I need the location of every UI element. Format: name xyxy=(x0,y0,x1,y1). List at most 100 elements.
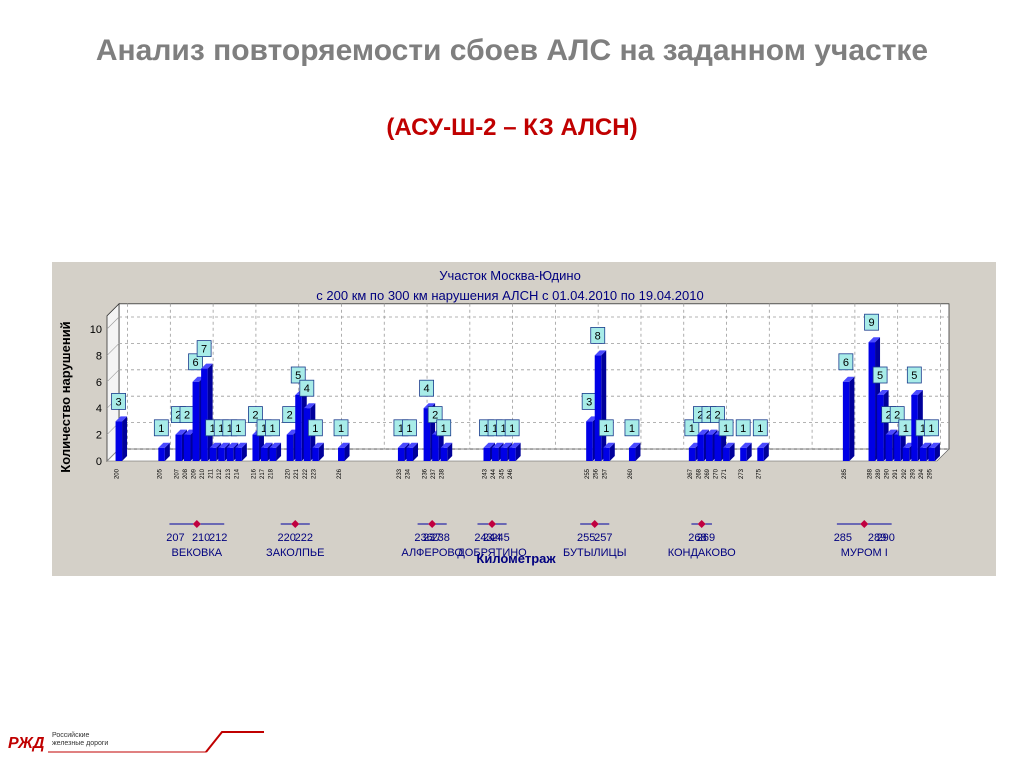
station-name: ВЕКОВКА xyxy=(172,547,223,559)
bar-side xyxy=(164,442,170,461)
bar xyxy=(894,434,901,461)
data-label-box xyxy=(153,419,169,437)
bar xyxy=(877,395,884,461)
station-marker xyxy=(697,520,706,528)
x-tick-label: 209 xyxy=(192,468,198,479)
data-label: 2 xyxy=(252,410,258,422)
bar xyxy=(911,395,918,461)
station-km-label: 236 xyxy=(414,532,432,544)
data-label: 1 xyxy=(218,423,224,435)
data-label: 2 xyxy=(432,410,438,422)
data-label-box xyxy=(290,366,306,384)
bar-top xyxy=(158,442,170,448)
bar-side xyxy=(412,442,418,461)
x-tick-label: 220 xyxy=(286,468,292,479)
data-label: 1 xyxy=(492,423,498,435)
bar xyxy=(705,434,713,461)
station-marker xyxy=(428,520,437,528)
data-label-box xyxy=(864,313,879,331)
data-label: 6 xyxy=(843,357,849,369)
bar-top xyxy=(201,363,213,369)
x-tick-label: 244 xyxy=(491,468,497,479)
bar-side xyxy=(934,442,940,461)
chart-title: Участок Москва-Юдино xyxy=(439,268,581,283)
x-tick-label: 267 xyxy=(688,468,694,479)
data-label: 1 xyxy=(740,423,746,435)
data-label-box xyxy=(333,419,349,437)
data-label-box xyxy=(427,406,443,424)
bar-top xyxy=(483,442,495,448)
x-tick-label: 236 xyxy=(423,468,429,479)
x-tick-label: 234 xyxy=(405,468,411,479)
bar-side xyxy=(746,442,752,461)
x-tick-label: 270 xyxy=(714,468,720,479)
x-tick-label: 288 xyxy=(868,468,874,479)
bar-side xyxy=(122,416,128,461)
data-label: 4 xyxy=(304,383,310,395)
data-label-box xyxy=(752,419,768,437)
y-tick-label: 6 xyxy=(96,377,102,389)
bar-side xyxy=(447,442,453,461)
data-label: 2 xyxy=(714,410,720,422)
bar-top xyxy=(628,442,641,448)
data-label: 1 xyxy=(920,423,926,435)
station-name: АЛФЕРОВО xyxy=(401,547,463,559)
bar xyxy=(885,434,893,461)
x-tick-label: 246 xyxy=(508,468,514,479)
data-label: 1 xyxy=(261,423,267,435)
x-tick-label: 257 xyxy=(602,468,608,479)
bar-top xyxy=(723,442,735,448)
station-km-label: 269 xyxy=(697,532,715,544)
bar-top xyxy=(911,390,923,395)
data-label: 6 xyxy=(193,357,199,369)
x-tick-label: 291 xyxy=(893,468,899,479)
data-label: 1 xyxy=(227,423,233,435)
bar xyxy=(218,447,225,461)
data-label-box xyxy=(735,419,751,437)
bar xyxy=(261,447,268,461)
bar-top xyxy=(928,442,940,448)
bar xyxy=(740,447,747,461)
bar xyxy=(158,447,165,461)
bar-top xyxy=(697,429,709,435)
x-tick-label: 290 xyxy=(885,468,891,479)
bar xyxy=(303,408,311,461)
data-label: 1 xyxy=(312,423,318,435)
bar-top xyxy=(740,442,752,448)
data-label: 1 xyxy=(723,423,729,435)
station-marker xyxy=(291,520,300,528)
x-tick-label: 233 xyxy=(397,468,403,479)
data-label-box xyxy=(265,419,280,437)
y-gridline-side xyxy=(106,343,120,356)
data-label: 2 xyxy=(287,410,293,422)
data-label-box xyxy=(872,366,888,384)
station-name: МУРОМ I xyxy=(841,547,888,559)
bar xyxy=(226,447,234,461)
chart-panel: Участок Москва-Юдино с 200 км по 300 км … xyxy=(52,262,996,576)
data-label: 1 xyxy=(629,423,635,435)
bar-top xyxy=(235,442,247,448)
data-label: 3 xyxy=(115,396,121,408)
data-label: 1 xyxy=(501,423,507,435)
x-tick-label: 245 xyxy=(500,468,506,479)
x-tick-label: 285 xyxy=(842,468,848,479)
bar-top xyxy=(261,442,273,448)
x-tick-label: 218 xyxy=(269,468,275,479)
y-gridline-side xyxy=(106,316,120,330)
slide-subtitle: (АСУ-Ш-2 – КЗ АЛСН) xyxy=(386,114,638,141)
data-label-box xyxy=(889,406,905,424)
bar-top xyxy=(406,442,418,448)
data-label-box xyxy=(230,419,246,437)
x-tick-label: 275 xyxy=(756,468,762,479)
bar xyxy=(252,434,259,461)
station-km-label: 245 xyxy=(491,532,509,544)
bar-side xyxy=(729,442,735,461)
data-label-box xyxy=(196,340,212,357)
bar xyxy=(757,447,764,461)
bar-side xyxy=(763,442,769,461)
bar-side xyxy=(241,442,247,461)
data-label: 2 xyxy=(894,410,900,422)
station-km-label: 268 xyxy=(688,532,706,544)
bar xyxy=(902,447,910,461)
bar-side xyxy=(609,442,615,461)
